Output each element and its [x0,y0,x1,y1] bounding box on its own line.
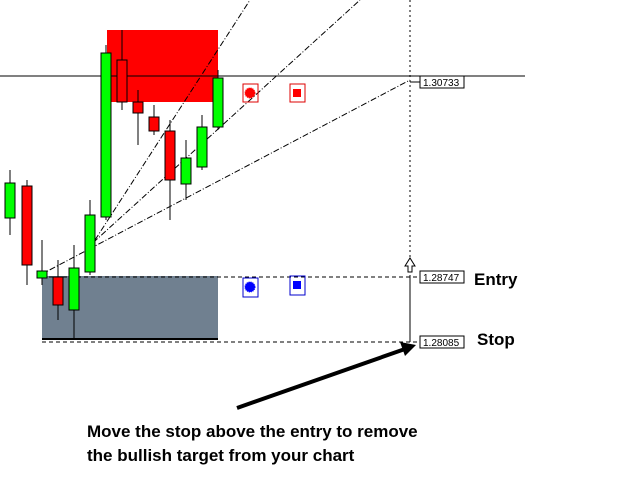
icon-frame [242,277,259,298]
price-tag [419,270,465,284]
icon-frame [289,83,306,103]
price-tags: 1.30733 1.28747 1.28085 [410,75,465,349]
pointer-arrow [236,347,406,410]
icon [244,87,256,99]
price-label: 1.28085 [423,338,460,349]
candle-body [68,267,80,311]
icon-frame [289,275,306,296]
candle-body [52,276,64,306]
candle-body [196,126,208,168]
candle-body [212,77,224,128]
price-label: 1.30733 [423,78,460,89]
up-arrow [404,257,416,273]
projection-line [39,79,411,276]
candle-body [4,182,16,219]
candle-body [116,59,128,103]
candle-body [180,157,192,185]
candle-body [21,185,33,266]
candle-body [84,214,96,273]
icon-frame [242,83,259,103]
stop-label: Stop [477,330,515,349]
icon [293,89,301,97]
candle-body [132,101,144,114]
price-tag [419,75,465,89]
entry-label: Entry [474,270,518,289]
candle-body [164,130,176,181]
candles [4,30,224,338]
icon [244,281,256,293]
candle-body [148,116,160,132]
annotation-line: Move the stop above the entry to remove [87,422,418,441]
price-tag [419,335,465,349]
price-label: 1.28747 [423,273,460,284]
icon [293,281,301,289]
signal-icons [242,83,306,298]
stop-zone [42,276,218,338]
candle-body [36,270,48,279]
projection-line [84,0,361,251]
projection-line [94,0,251,241]
candle-body [100,52,112,218]
pointer-arrowhead [400,342,416,356]
annotation-line: the bullish target from your chart [87,446,355,465]
